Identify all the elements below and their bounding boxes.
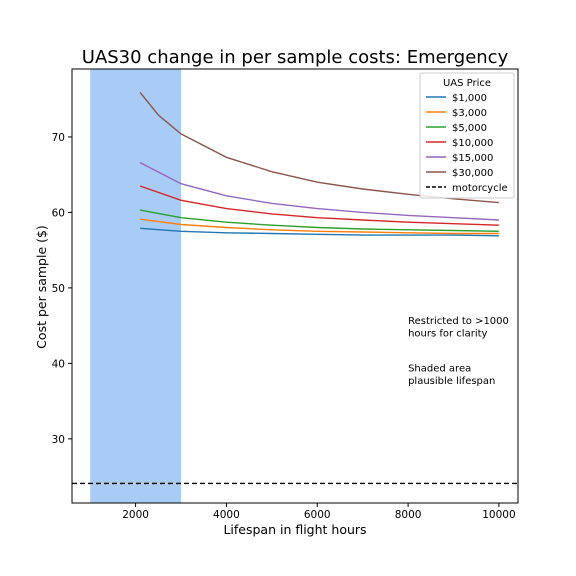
legend: UAS Price $1,000 $3,000 $5,000 $10,000 $15,00… (419, 72, 515, 199)
x-tick-label: 6000 (304, 509, 331, 521)
x-tick-label: 10000 (482, 509, 515, 521)
legend-label: motorcycle (452, 183, 508, 194)
x-tick-label: 2000 (122, 509, 149, 521)
annotation-text: Shaded area (408, 364, 471, 375)
series-line-3 (139, 185, 499, 226)
shaded-region (90, 69, 182, 503)
series-line-0 (140, 227, 499, 237)
plot-layer: 2000 4000 6000 8000 10000 30 40 50 60 70 Restricte… (52, 68, 519, 521)
legend-label: $30,000 (452, 168, 493, 179)
annotation-text: plausible lifespan (408, 376, 495, 387)
series-line-2 (139, 209, 499, 232)
y-tick-label: 60 (52, 207, 65, 219)
x-axis-label: Lifespan in flight hours (223, 522, 366, 537)
chart-title: UAS30 change in per sample costs: Emerge… (82, 47, 509, 68)
series-line-1 (140, 218, 499, 235)
legend-label: $5,000 (452, 123, 487, 134)
annotation-text: hours for clarity (408, 329, 487, 340)
legend-label: $10,000 (452, 138, 493, 149)
y-tick-label: 50 (52, 283, 65, 295)
legend-title: UAS Price (443, 78, 491, 89)
y-tick-label: 30 (52, 434, 65, 446)
y-axis-label: Cost per sample ($) (34, 225, 49, 349)
x-tick-label: 4000 (213, 509, 240, 521)
annotation-text: Restricted to >1000 (408, 316, 509, 327)
series-line-4 (139, 161, 499, 221)
axes-frame (71, 68, 519, 504)
legend-label: $15,000 (452, 153, 493, 164)
y-tick-label: 70 (52, 132, 65, 144)
legend-label: $1,000 (452, 93, 487, 104)
legend-label: $3,000 (452, 108, 487, 119)
legend-box (419, 72, 515, 199)
x-tick-label: 8000 (395, 509, 422, 521)
y-tick-label: 40 (52, 358, 65, 370)
